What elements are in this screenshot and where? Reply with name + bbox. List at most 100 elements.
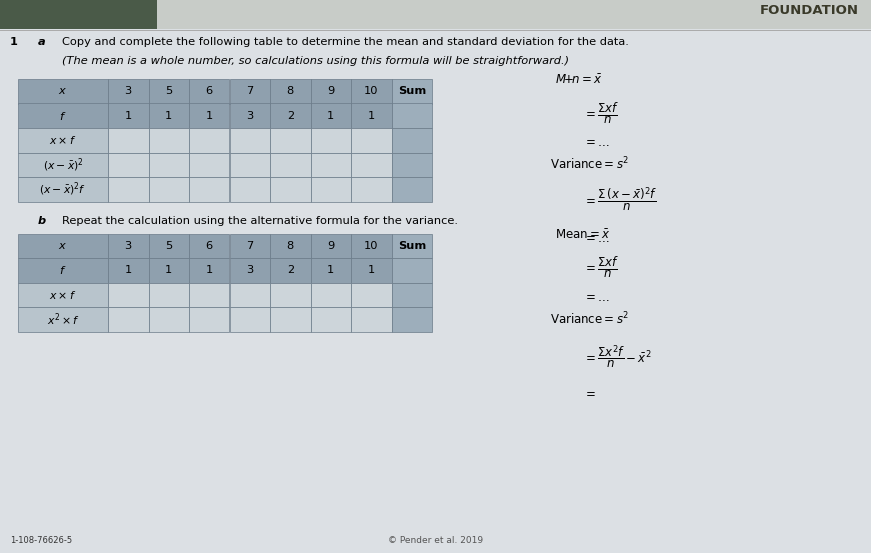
Bar [310, 103, 351, 128]
Bar [157, 0, 871, 29]
Bar [391, 177, 432, 201]
Text: 1: 1 [125, 111, 132, 121]
Bar [148, 103, 189, 128]
Bar [108, 153, 148, 177]
Text: $= \ldots$: $= \ldots$ [583, 290, 610, 304]
Bar [229, 103, 270, 128]
Text: 7: 7 [246, 241, 253, 251]
Text: 1: 1 [165, 265, 172, 275]
Text: 1: 1 [368, 111, 375, 121]
Text: 3: 3 [246, 265, 253, 275]
Bar [351, 153, 391, 177]
Bar [18, 153, 108, 177]
Bar [310, 153, 351, 177]
Bar [351, 103, 391, 128]
Bar [108, 307, 148, 331]
Text: Repeat the calculation using the alternative formula for the variance.: Repeat the calculation using the alterna… [62, 216, 458, 226]
Bar [18, 283, 108, 307]
Text: $=\dfrac{\Sigma xf}{n}$: $=\dfrac{\Sigma xf}{n}$ [583, 101, 619, 126]
Text: $=\dfrac{\Sigma xf}{n}$: $=\dfrac{\Sigma xf}{n}$ [583, 255, 619, 280]
Text: $x \times f$: $x \times f$ [50, 289, 77, 301]
Text: Sum: Sum [398, 241, 426, 251]
Bar [189, 258, 229, 283]
Bar [391, 79, 432, 103]
Bar [351, 258, 391, 283]
Bar [351, 283, 391, 307]
Bar [270, 128, 310, 153]
Bar [391, 233, 432, 258]
Bar [310, 258, 351, 283]
Bar [270, 258, 310, 283]
Bar [148, 153, 189, 177]
Bar [108, 103, 148, 128]
Bar [148, 283, 189, 307]
Text: 1: 1 [165, 111, 172, 121]
Bar [229, 307, 270, 331]
Text: 1: 1 [125, 265, 132, 275]
Text: $\mathrm{Variance} = s^2$: $\mathrm{Variance} = s^2$ [550, 310, 629, 327]
Text: 1: 1 [206, 265, 213, 275]
Bar [108, 128, 148, 153]
Bar [391, 153, 432, 177]
Bar [189, 153, 229, 177]
Bar [391, 258, 432, 283]
Text: 8: 8 [287, 241, 294, 251]
Bar [391, 283, 432, 307]
Bar [310, 307, 351, 331]
Text: 1: 1 [10, 37, 18, 47]
Bar [310, 79, 351, 103]
Text: $= \ldots$: $= \ldots$ [583, 136, 610, 149]
Text: 3: 3 [125, 241, 132, 251]
Text: $=\dfrac{\Sigma x^2 f}{n} - \bar{x}^2$: $=\dfrac{\Sigma x^2 f}{n} - \bar{x}^2$ [583, 343, 652, 371]
Text: $(x - \bar{x})^2 f$: $(x - \bar{x})^2 f$ [39, 180, 86, 198]
Bar [148, 233, 189, 258]
Text: b: b [38, 216, 46, 226]
Bar [351, 128, 391, 153]
Text: 10: 10 [364, 86, 379, 96]
Text: 6: 6 [206, 86, 213, 96]
Text: 2: 2 [287, 265, 294, 275]
Text: $x$: $x$ [58, 86, 68, 96]
Text: 1: 1 [327, 265, 334, 275]
Bar [229, 153, 270, 177]
Bar [148, 177, 189, 201]
Text: $=$: $=$ [583, 387, 596, 399]
Text: $x^2 \times f$: $x^2 \times f$ [46, 311, 79, 327]
Text: $=\dfrac{\Sigma\,(x - \bar{x})^2 f}{n}$: $=\dfrac{\Sigma\,(x - \bar{x})^2 f}{n}$ [583, 186, 658, 215]
Text: (The mean is a whole number, so calculations using this formula will be straight: (The mean is a whole number, so calculat… [62, 56, 569, 66]
Text: 10: 10 [364, 241, 379, 251]
Bar [189, 177, 229, 201]
Bar [18, 307, 108, 331]
Bar [310, 283, 351, 307]
Text: $x \times f$: $x \times f$ [50, 134, 77, 146]
Bar [391, 128, 432, 153]
Text: Sum: Sum [398, 86, 426, 96]
Text: $x$: $x$ [58, 241, 68, 251]
Bar [0, 0, 157, 29]
Text: Copy and complete the following table to determine the mean and standard deviati: Copy and complete the following table to… [62, 37, 629, 47]
Bar [229, 177, 270, 201]
Bar [108, 233, 148, 258]
Bar [189, 79, 229, 103]
Bar [18, 177, 108, 201]
Text: $= \ldots$: $= \ldots$ [583, 232, 610, 245]
Bar [351, 79, 391, 103]
Text: $\mathrm{Variance} = s^2$: $\mathrm{Variance} = s^2$ [550, 156, 629, 173]
Text: 5: 5 [165, 86, 172, 96]
Bar [18, 103, 108, 128]
Bar [229, 283, 270, 307]
Text: 5: 5 [165, 241, 172, 251]
Text: $f$: $f$ [59, 109, 67, 122]
Bar [351, 177, 391, 201]
Text: 7: 7 [246, 86, 253, 96]
Bar [108, 79, 148, 103]
Bar [270, 233, 310, 258]
Bar [189, 128, 229, 153]
Bar [108, 283, 148, 307]
Bar [270, 307, 310, 331]
Bar [351, 307, 391, 331]
Text: 3: 3 [246, 111, 253, 121]
Bar [108, 258, 148, 283]
Text: 2: 2 [287, 111, 294, 121]
Text: 8: 8 [287, 86, 294, 96]
